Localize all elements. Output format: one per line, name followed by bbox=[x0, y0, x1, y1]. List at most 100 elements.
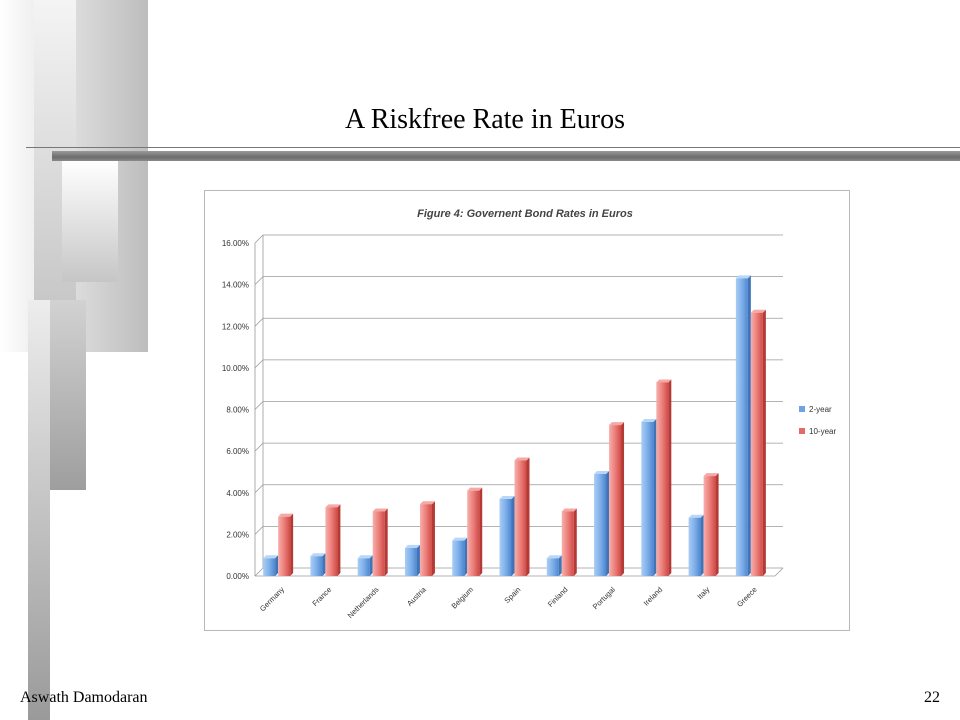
bar-top bbox=[703, 473, 719, 477]
legend-swatch bbox=[799, 406, 805, 412]
bar-side bbox=[653, 418, 657, 576]
gridline bbox=[254, 526, 264, 535]
bar-top bbox=[499, 495, 515, 499]
y-tick-label: 14.00% bbox=[222, 281, 249, 290]
bar-2-year bbox=[499, 498, 512, 576]
bar-side bbox=[668, 379, 672, 576]
bar-10-year bbox=[750, 312, 763, 576]
x-category-label: Greece bbox=[735, 585, 759, 609]
bar-2-year bbox=[263, 558, 276, 576]
legend-label: 2-year bbox=[809, 405, 832, 414]
bar-top bbox=[594, 471, 610, 475]
bar-side bbox=[431, 501, 435, 576]
bar-top bbox=[656, 379, 672, 383]
y-tick-label: 0.00% bbox=[226, 572, 249, 581]
legend-swatch bbox=[799, 428, 805, 434]
title-divider-thick bbox=[52, 151, 960, 161]
y-tick-label: 4.00% bbox=[226, 489, 249, 498]
bar-top bbox=[514, 457, 530, 461]
bar-side bbox=[606, 471, 610, 576]
gridline bbox=[254, 401, 264, 410]
bar-side bbox=[322, 553, 326, 576]
legend-label: 10-year bbox=[809, 427, 836, 436]
bar-10-year bbox=[467, 490, 480, 576]
bar-top bbox=[609, 422, 625, 426]
y-tick-label: 6.00% bbox=[226, 447, 249, 456]
bar-2-year bbox=[310, 556, 323, 576]
bar-2-year bbox=[641, 421, 654, 576]
gridline bbox=[254, 442, 264, 452]
bar-top bbox=[372, 508, 388, 512]
bar-top bbox=[357, 555, 373, 559]
bar-top bbox=[561, 508, 577, 512]
gridline bbox=[254, 317, 264, 327]
bar-10-year bbox=[372, 511, 385, 576]
bar-side bbox=[700, 514, 704, 576]
y-tick-label: 12.00% bbox=[222, 322, 249, 331]
slide-title: A Riskfree Rate in Euros bbox=[345, 104, 625, 135]
x-category-label: France bbox=[310, 585, 333, 608]
bar-top bbox=[310, 553, 326, 557]
bar-10-year bbox=[703, 476, 716, 576]
bar-10-year bbox=[609, 425, 622, 576]
bar-2-year bbox=[688, 517, 701, 576]
decorative-gradient-bar bbox=[28, 300, 50, 720]
bar-side bbox=[337, 504, 341, 576]
y-tick-label: 10.00% bbox=[222, 364, 249, 373]
bar-2-year bbox=[452, 540, 465, 576]
y-tick-label: 16.00% bbox=[222, 239, 249, 248]
bar-side bbox=[573, 508, 577, 576]
bar-top bbox=[735, 275, 751, 279]
bar-side bbox=[715, 473, 719, 576]
bar-side bbox=[511, 495, 515, 576]
bar-side bbox=[747, 275, 751, 576]
bar-2-year bbox=[357, 558, 370, 576]
bar-side bbox=[384, 508, 388, 576]
gridline bbox=[254, 234, 264, 244]
bar-side bbox=[526, 457, 530, 576]
page-number: 22 bbox=[924, 689, 940, 706]
bar-top bbox=[452, 537, 468, 541]
bar-top bbox=[688, 514, 704, 518]
bar-10-year bbox=[656, 382, 669, 576]
title-divider-thin bbox=[26, 147, 960, 148]
bond-rates-chart: Figure 4: Governent Bond Rates in Euros … bbox=[222, 208, 837, 620]
bar-top bbox=[263, 555, 279, 559]
x-category-label: Belgium bbox=[450, 585, 476, 611]
y-tick-label: 2.00% bbox=[226, 530, 249, 539]
bar-side bbox=[479, 487, 483, 576]
bar-10-year bbox=[561, 511, 574, 576]
bar-10-year bbox=[514, 460, 527, 576]
chart-frame: Figure 4: Governent Bond Rates in Euros … bbox=[204, 190, 850, 631]
bar-2-year bbox=[735, 278, 748, 576]
bar-side bbox=[464, 537, 468, 576]
bar-top bbox=[467, 487, 483, 491]
bar-top bbox=[750, 309, 766, 313]
bar-2-year bbox=[594, 474, 607, 576]
x-category-label: Finland bbox=[546, 585, 570, 609]
gridline bbox=[254, 484, 264, 494]
floor-edge bbox=[774, 567, 784, 577]
bar-2-year bbox=[404, 547, 417, 576]
bar-top bbox=[419, 501, 435, 505]
bar-10-year bbox=[278, 516, 291, 576]
bar-side bbox=[558, 555, 562, 576]
bar-side bbox=[762, 309, 766, 576]
decorative-gradient-bar bbox=[62, 160, 118, 282]
bar-2-year bbox=[546, 558, 559, 576]
x-category-label: Spain bbox=[502, 585, 522, 605]
bar-10-year bbox=[325, 507, 338, 576]
bar-side bbox=[416, 544, 420, 576]
bar-side bbox=[275, 555, 279, 576]
bar-side bbox=[621, 422, 625, 576]
bar-top bbox=[278, 513, 294, 517]
x-category-label: Austria bbox=[405, 584, 428, 607]
bar-side bbox=[369, 555, 373, 576]
chart-title: Figure 4: Governent Bond Rates in Euros bbox=[417, 208, 633, 220]
bar-top bbox=[404, 544, 420, 548]
x-category-label: Netherlands bbox=[346, 585, 381, 620]
decorative-gradient-bar bbox=[46, 300, 86, 490]
author-name: Aswath Damodaran bbox=[20, 689, 148, 706]
gridline bbox=[254, 567, 264, 577]
y-tick-label: 8.00% bbox=[226, 406, 249, 415]
